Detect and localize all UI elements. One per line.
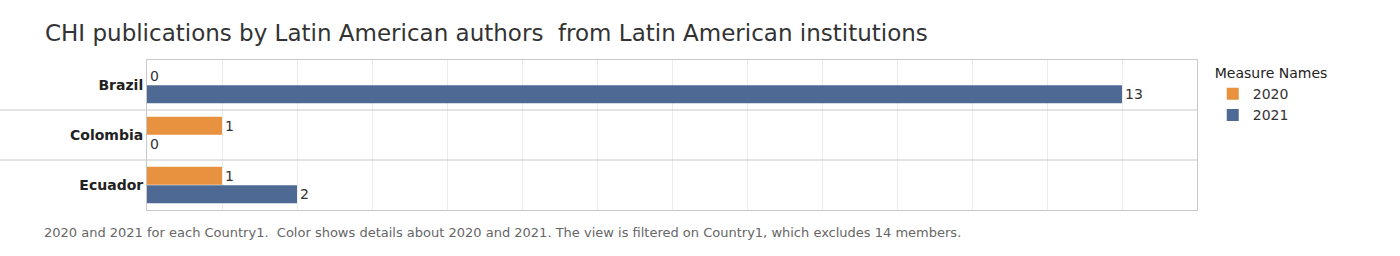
svg-text:2021: 2021 <box>1253 107 1289 123</box>
svg-text:Brazil: Brazil <box>98 77 143 93</box>
svg-text:Measure Names: Measure Names <box>1215 65 1328 81</box>
svg-text:1: 1 <box>225 118 234 134</box>
svg-text:Ecuador: Ecuador <box>79 177 143 193</box>
svg-text:0: 0 <box>150 136 159 152</box>
svg-text:2020: 2020 <box>1253 86 1289 102</box>
svg-text:CHI publications by Latin Amer: CHI publications by Latin American autho… <box>45 20 928 46</box>
svg-text:2020 and 2021 for each Country: 2020 and 2021 for each Country1. Color s… <box>44 225 961 240</box>
svg-text:1: 1 <box>225 168 234 184</box>
svg-text:0: 0 <box>150 68 159 84</box>
svg-text:Colombia: Colombia <box>70 127 143 143</box>
svg-text:13: 13 <box>1125 86 1143 102</box>
svg-text:2: 2 <box>300 186 309 202</box>
